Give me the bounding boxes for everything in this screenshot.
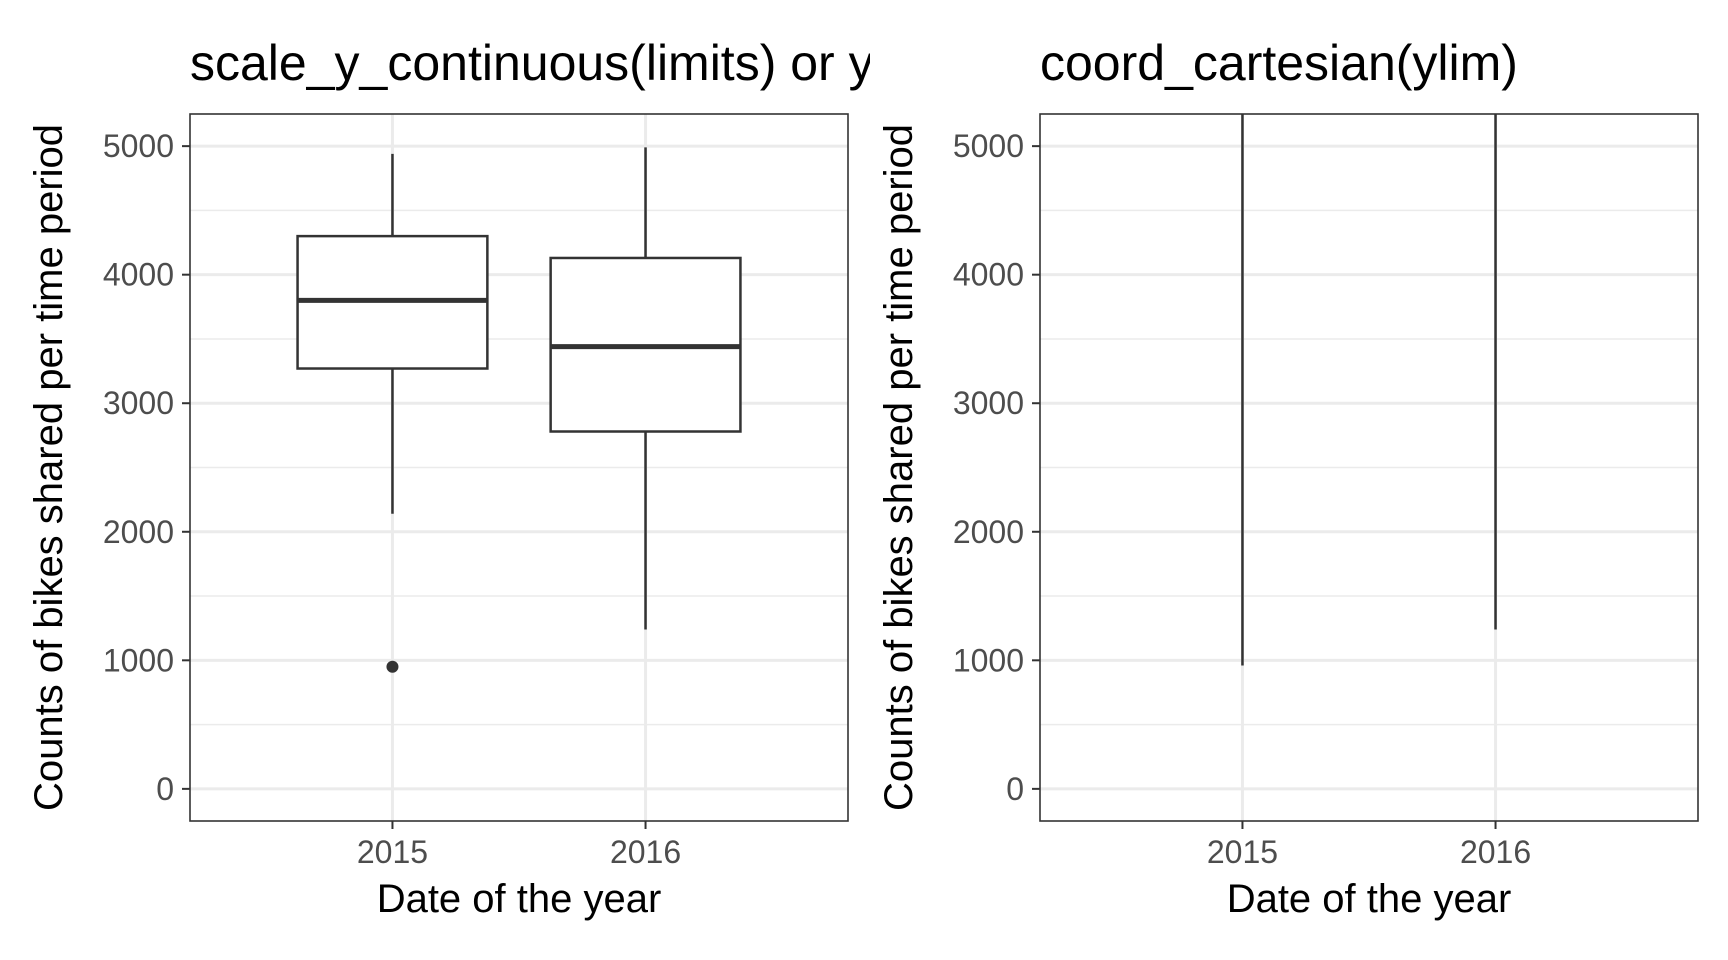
y-axis-label: Counts of bikes shared per time period — [877, 124, 921, 811]
y-tick-label: 0 — [1006, 771, 1024, 807]
box-2016 — [549, 147, 742, 630]
x-tick-label: 2016 — [1460, 834, 1531, 870]
chart-title: coord_cartesian(ylim) — [1040, 35, 1518, 91]
y-tick-label: 3000 — [953, 385, 1024, 421]
plot-area — [1040, 114, 1698, 821]
y-tick-label: 2000 — [953, 514, 1024, 550]
y-tick-label: 2000 — [103, 514, 174, 550]
y-tick-label: 3000 — [103, 385, 174, 421]
y-tick-label: 4000 — [103, 257, 174, 293]
y-tick-label: 0 — [156, 771, 174, 807]
y-axis-label: Counts of bikes shared per time period — [27, 124, 71, 811]
y-tick-label: 4000 — [953, 257, 1024, 293]
plot-area — [190, 114, 848, 821]
box-2015 — [296, 153, 489, 673]
x-tick-label: 2015 — [357, 834, 428, 870]
outlier-point — [386, 660, 399, 673]
x-axis-label: Date of the year — [1227, 877, 1512, 921]
y-tick-label: 5000 — [103, 128, 174, 164]
y-tick-label: 1000 — [953, 642, 1024, 678]
right-panel: 0 1000 2000 3000 4000 5000 2015 2016 Date of the… — [877, 35, 1699, 921]
panel-border — [189, 113, 849, 822]
x-axis-label: Date of the year — [377, 877, 662, 921]
x-tick-label: 2016 — [610, 834, 681, 870]
y-tick-label: 5000 — [953, 128, 1024, 164]
x-tick-label: 2015 — [1207, 834, 1278, 870]
y-tick-label: 1000 — [103, 642, 174, 678]
chart-title: scale_y_continuous(limits) or ylim — [190, 35, 937, 91]
left-panel: 0 1000 2000 3000 4000 5000 2015 2016 Date of the… — [27, 35, 937, 921]
panel-border — [1039, 113, 1699, 822]
